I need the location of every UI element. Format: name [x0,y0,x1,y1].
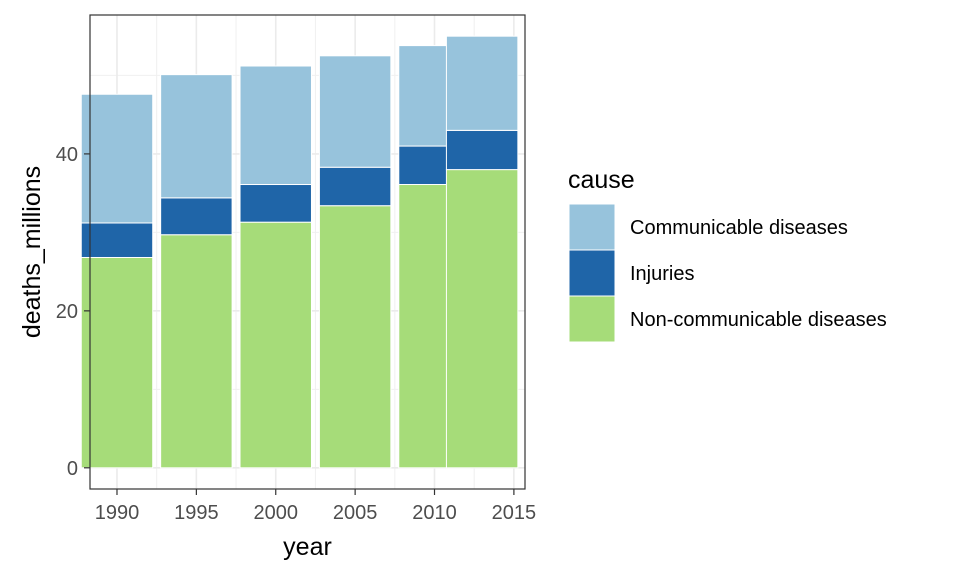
plot-border [89,14,526,490]
bar-segment [80,256,154,469]
y-tick-label: 0 [67,458,78,480]
x-tick-label: 1995 [174,502,219,524]
bar-segment [445,129,519,171]
bar-segment [239,184,312,223]
y-axis-title: deaths_millions [18,166,46,338]
x-axis-title: year [283,533,332,561]
legend-label: Injuries [630,263,694,285]
legend-label: Communicable diseases [630,217,848,239]
y-tick-label: 40 [56,144,78,166]
legend-key [568,203,616,251]
bar-segment [239,65,312,186]
bar-segment [160,74,233,199]
x-tick-label: 1990 [95,502,140,524]
legend-label: Non-communicable diseases [630,309,887,331]
bars [80,35,519,469]
bar-segment [318,205,392,469]
x-tick-label: 2000 [253,502,298,524]
x-tick-label: 2005 [333,502,378,524]
legend-key [568,249,616,297]
bar-segment [160,234,233,469]
y-tick-label: 20 [56,301,78,323]
bar-segment [318,55,392,168]
legend: Communicable diseases Injuries Non-communi… [568,203,887,343]
x-tick-label: 2015 [492,502,537,524]
bar-segment [445,35,519,131]
tick-labels: 1990 1995 2000 2005 2010 2015 0 20 40 [56,144,536,524]
axis-ticks [84,153,515,495]
legend-title: cause [568,166,635,194]
legend-key [568,295,616,343]
bar-segment [239,221,312,469]
bar-segment [80,222,154,258]
bar-segment [318,166,392,207]
bar-segment [80,93,154,224]
bar-segment [445,169,519,469]
bar-segment [160,197,233,236]
x-tick-label: 2010 [412,502,457,524]
